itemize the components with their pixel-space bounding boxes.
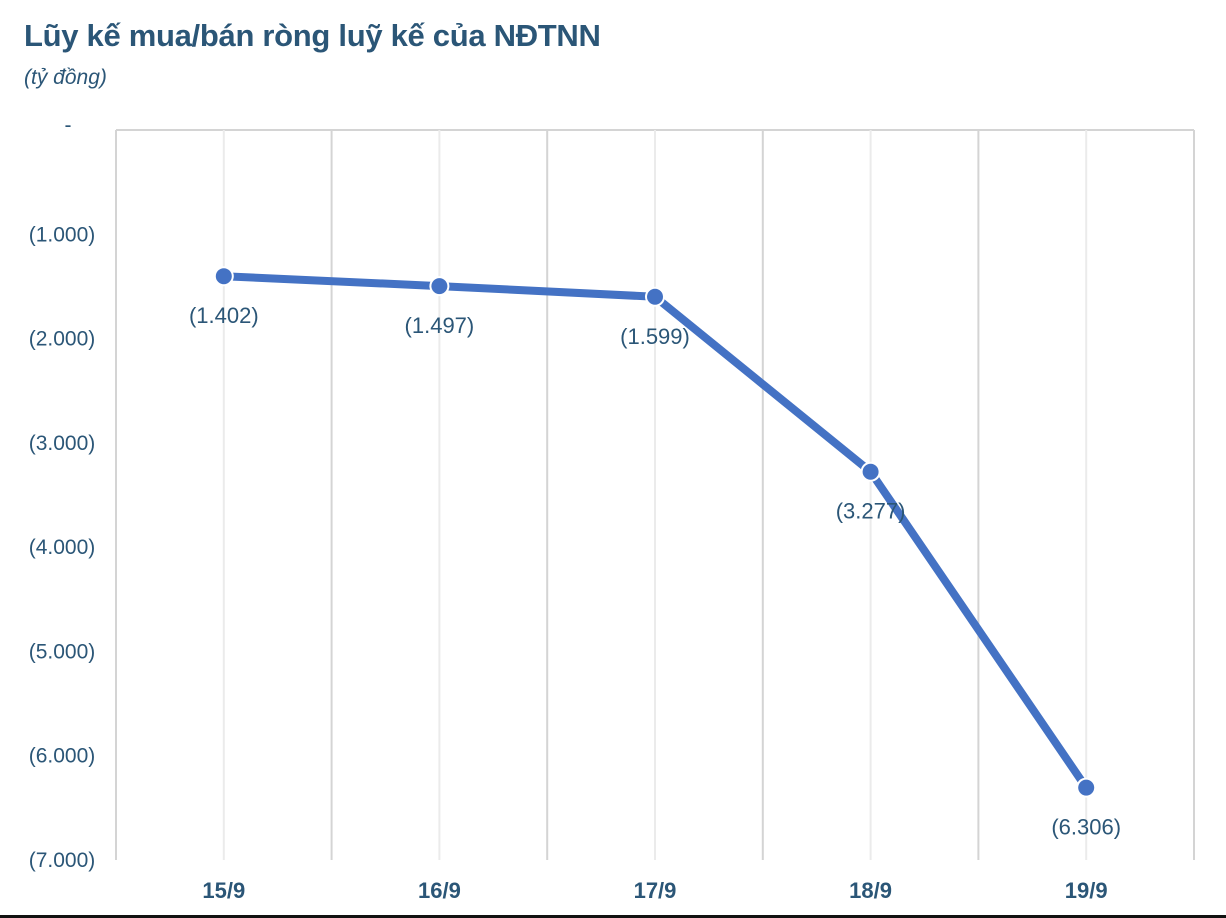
x-tick-label: 17/9 <box>634 878 677 903</box>
data-label: (1.402) <box>189 303 259 328</box>
x-tick-label: 15/9 <box>202 878 245 903</box>
data-label: (1.599) <box>620 324 690 349</box>
data-point-marker <box>862 463 879 480</box>
chart-subtitle-unit: (tỷ đồng) <box>24 66 107 89</box>
y-tick-label: (3.000) <box>29 432 96 455</box>
bottom-divider <box>0 915 1226 918</box>
chart-title: Lũy kế mua/bán ròng luỹ kế của NĐTNN <box>24 18 601 53</box>
data-point-marker <box>647 288 663 305</box>
data-point-marker <box>431 278 448 295</box>
y-tick-label: (6.000) <box>29 745 96 768</box>
plot-grid <box>115 129 1195 860</box>
x-tick-label: 16/9 <box>418 878 461 903</box>
x-axis: 15/9 16/9 17/9 18/9 19/9 <box>202 878 1107 903</box>
data-label: (3.277) <box>836 499 906 524</box>
data-labels: (1.402) (1.497) (1.599) (3.277) (6.306) <box>189 303 1121 839</box>
y-tick-label: - <box>65 114 72 137</box>
series-line <box>213 266 1097 798</box>
data-label: (1.497) <box>405 313 475 338</box>
y-axis: - (1.000) (2.000) (3.000) (4.000) (5.000) (6.0… <box>29 114 96 872</box>
y-tick-label: (7.000) <box>29 849 96 872</box>
data-point-marker <box>1078 779 1095 796</box>
x-tick-label: 18/9 <box>849 878 892 903</box>
y-tick-label: (2.000) <box>29 328 96 351</box>
y-tick-label: (5.000) <box>29 640 96 663</box>
y-tick-label: (1.000) <box>29 223 96 246</box>
x-tick-label: 19/9 <box>1065 878 1108 903</box>
data-point-marker <box>215 268 232 285</box>
data-label: (6.306) <box>1051 815 1121 840</box>
y-tick-label: (4.000) <box>29 536 96 559</box>
